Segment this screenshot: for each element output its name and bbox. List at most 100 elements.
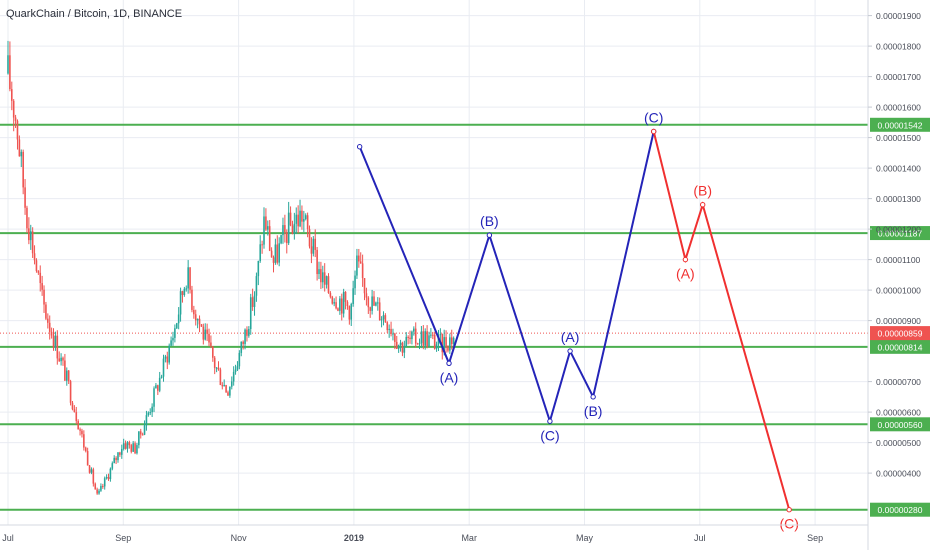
level-price-label: 0.00001542 [878, 120, 923, 130]
candle-body [407, 336, 409, 338]
candle-body [16, 120, 19, 140]
y-tick-label: 0.00001900 [876, 11, 921, 21]
candle-body [426, 331, 428, 347]
candle-body [20, 151, 23, 157]
candle-body [265, 216, 267, 230]
candle-body [52, 335, 55, 348]
candle-body [348, 306, 351, 320]
candle-body [257, 260, 260, 277]
candle-body [219, 369, 222, 386]
candle-body [340, 298, 343, 314]
candle-body [299, 210, 301, 227]
x-tick-label: Jul [694, 533, 706, 543]
candle-body [301, 210, 303, 222]
candle-body [202, 326, 205, 340]
level-price-tag [870, 117, 930, 132]
wave-label: (A) [676, 266, 695, 282]
wave-label: (C) [540, 427, 559, 443]
candle-body [263, 216, 265, 245]
candle-body [223, 385, 225, 387]
candle-body [41, 283, 43, 290]
candle-body [119, 452, 121, 455]
wave-path[interactable] [652, 131, 791, 510]
candle-body [259, 244, 262, 261]
candle-body [105, 477, 108, 479]
y-tick-label: 0.00001000 [876, 286, 921, 296]
candle-body [386, 322, 389, 331]
candle-body [253, 295, 256, 307]
candle-body [308, 229, 311, 247]
candle-body [314, 238, 317, 250]
candle-body [433, 334, 436, 349]
candle-body [84, 447, 87, 452]
wave-point[interactable] [446, 360, 452, 366]
wave-point[interactable] [356, 144, 363, 150]
wave-point[interactable] [547, 418, 553, 424]
candle-body [392, 333, 394, 335]
wave-path[interactable] [358, 131, 655, 425]
candle-body [350, 303, 353, 320]
candle-body [109, 468, 112, 480]
candle-body [221, 385, 224, 387]
candle-body [212, 346, 214, 358]
candle-body [310, 246, 313, 254]
candle-body [158, 377, 161, 391]
candle-body [73, 409, 76, 413]
candle-body [90, 469, 93, 473]
candle-body [369, 307, 372, 311]
wave-point[interactable] [786, 507, 792, 513]
candle-body [18, 139, 21, 157]
wave-point[interactable] [567, 348, 573, 354]
candle-body [162, 358, 165, 377]
candle-body [28, 228, 30, 241]
candle-body [103, 478, 106, 487]
candle-body [428, 335, 430, 347]
candle-body [248, 329, 250, 336]
candle-body [282, 225, 284, 236]
candle-body [318, 269, 320, 275]
level-price-label: 0.00000814 [878, 342, 923, 352]
y-tick-label: 0.00001500 [876, 133, 921, 143]
y-tick-label: 0.00001700 [876, 72, 921, 82]
candle-body [246, 329, 248, 336]
candle-body [363, 278, 366, 294]
candle-body [213, 357, 216, 368]
candle-body [418, 343, 421, 345]
candle-body [194, 314, 197, 321]
candle-body [174, 328, 176, 338]
candle-body [242, 341, 244, 344]
wave-point[interactable] [590, 394, 596, 400]
candle-body [331, 296, 334, 304]
candle-body [414, 328, 417, 344]
candle-body [86, 451, 89, 466]
candle-body [316, 249, 318, 275]
candle-body [335, 302, 337, 309]
candle-body [96, 489, 98, 494]
candle-body [92, 469, 95, 484]
candle-body [100, 486, 102, 491]
candle-body [120, 448, 123, 455]
wave-label: (A) [440, 369, 459, 385]
candle-body [177, 314, 180, 324]
candle-body [33, 253, 36, 261]
candle-body [198, 318, 201, 325]
candle-body [327, 276, 330, 293]
candle-body [276, 244, 279, 263]
wave-point[interactable] [486, 232, 493, 238]
candle-body [291, 225, 294, 234]
elliott-waves: (A) (B) (C) (A) (B) (C) (A) (B) (C) [356, 110, 799, 532]
candle-body [449, 337, 451, 351]
wave-point[interactable] [650, 128, 657, 135]
candle-body [7, 55, 9, 74]
wave-point[interactable] [699, 202, 706, 208]
candle-body [284, 225, 286, 233]
candle-body [306, 215, 309, 230]
x-tick-label: Mar [461, 533, 477, 543]
candle-body [234, 369, 237, 372]
wave-label: (B) [693, 183, 712, 199]
candle-body [280, 235, 282, 244]
candle-body [168, 345, 170, 363]
wave-point[interactable] [682, 256, 689, 263]
candle-body [79, 429, 81, 431]
